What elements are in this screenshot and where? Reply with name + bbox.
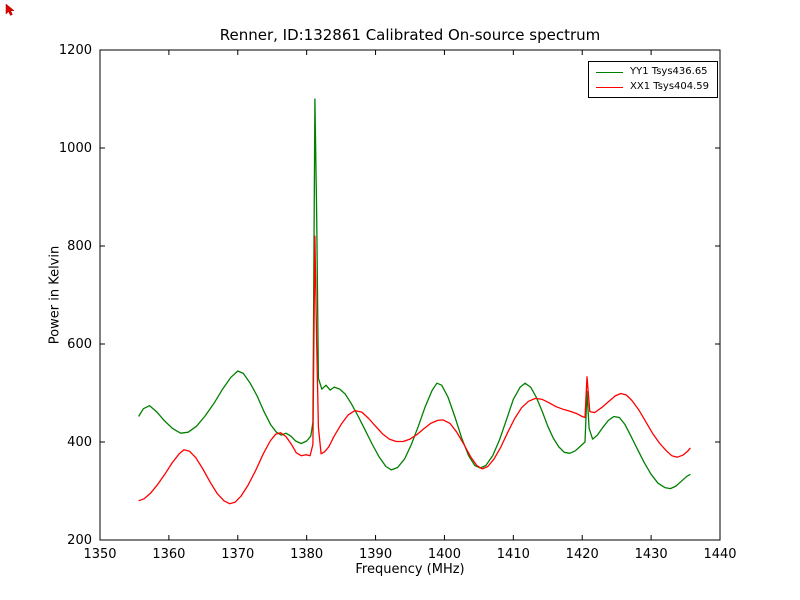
- x-tick-label: 1390: [359, 547, 392, 562]
- legend: YY1 Tsys436.65 XX1 Tsys404.59: [588, 61, 719, 98]
- legend-entry-yy1: YY1 Tsys436.65: [596, 67, 709, 77]
- x-tick-label: 1360: [152, 547, 185, 562]
- x-tick-label: 1350: [83, 547, 116, 562]
- yy1-line-swatch: [596, 71, 623, 73]
- x-tick-label: 1440: [703, 547, 736, 562]
- xx1-line-swatch: [596, 86, 623, 88]
- x-tick-label: 1400: [428, 547, 461, 562]
- series-line-xx1: [138, 235, 691, 505]
- x-tick-label: 1430: [635, 547, 668, 562]
- x-tick-label: 1410: [497, 547, 530, 562]
- y-tick-label: 1000: [59, 141, 92, 156]
- y-tick-label: 200: [67, 533, 92, 548]
- y-axis-label: Power in Kelvin: [47, 245, 63, 345]
- x-tick-label: 1370: [221, 547, 254, 562]
- legend-entry-xx1: XX1 Tsys404.59: [596, 82, 709, 92]
- y-tick-label: 800: [67, 239, 92, 254]
- x-tick-label: 1420: [566, 547, 599, 562]
- axes-frame: [99, 49, 721, 541]
- y-tick-label: 600: [67, 337, 92, 352]
- plot-title: Renner, ID:132861 Calibrated On-source s…: [219, 26, 601, 44]
- y-tick-label: 1200: [59, 43, 92, 58]
- x-axis-label: Frequency (MHz): [355, 562, 465, 577]
- x-tick-label: 1380: [290, 547, 323, 562]
- y-tick-label: 400: [67, 435, 92, 450]
- red-cursor-artifact: [5, 3, 15, 16]
- legend-label-yy1: YY1 Tsys436.65: [630, 66, 708, 77]
- legend-label-xx1: XX1 Tsys404.59: [630, 81, 710, 92]
- series-line-yy1: [138, 98, 691, 490]
